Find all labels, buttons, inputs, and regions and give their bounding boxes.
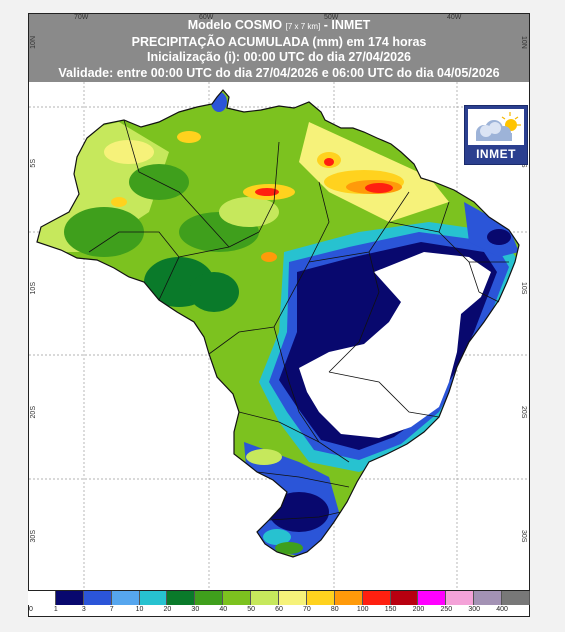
legend-label: 200	[412, 606, 425, 613]
legend-swatch	[446, 591, 475, 605]
legend-label: 100	[356, 606, 369, 613]
legend-swatch	[362, 591, 391, 605]
legend-label: 60	[275, 606, 283, 613]
grid-label-left: 10N	[30, 36, 37, 49]
cloud-sun-icon	[468, 109, 524, 145]
legend-swatch	[83, 591, 112, 605]
validity-text: Validade: entre 00:00 UTC do dia 27/04/2…	[58, 65, 500, 80]
legend-label: 70	[302, 606, 311, 613]
legend-swatch	[390, 591, 419, 605]
precipitation-map	[29, 82, 529, 590]
grid-label-top: 60W	[199, 14, 214, 21]
product-title: PRECIPITAÇÃO ACUMULADA (mm) em 174 horas	[131, 34, 427, 49]
legend-label: 3	[81, 606, 86, 613]
legend-swatch	[418, 591, 447, 605]
legend-swatch	[474, 591, 503, 605]
legend-label: 40	[219, 606, 228, 613]
legend-label: 20	[163, 606, 172, 613]
model-title: Modelo COSMO [7 x 7 km] - INMET	[187, 18, 371, 32]
color-legend	[28, 590, 531, 605]
grid-label-top: 50W	[324, 14, 339, 21]
legend-swatch	[28, 591, 56, 605]
legend-label: 80	[330, 606, 339, 613]
legend-label: 1	[53, 606, 58, 613]
legend-swatch	[195, 591, 224, 605]
legend-label: 400	[496, 606, 508, 613]
grid-label-right: 10N	[520, 36, 527, 49]
grid-label-right: 20S	[520, 406, 527, 419]
legend-swatch	[306, 591, 335, 605]
inmet-logo: INMET	[464, 105, 528, 165]
legend-swatch	[111, 591, 140, 605]
legend-label: 0	[29, 606, 33, 613]
legend-label: 50	[247, 606, 256, 613]
legend-swatch	[139, 591, 168, 605]
legend-label: 150	[384, 606, 397, 613]
legend-swatch	[251, 591, 280, 605]
legend-label: 10	[135, 606, 144, 613]
map-frame: Modelo COSMO [7 x 7 km] - INMET PRECIPIT…	[28, 13, 530, 617]
map-header: Modelo COSMO [7 x 7 km] - INMET PRECIPIT…	[29, 14, 529, 82]
legend-label: 300	[468, 606, 481, 613]
legend-swatch	[279, 591, 307, 605]
legend-label: 30	[191, 606, 200, 613]
legend-label: 7	[109, 606, 114, 613]
legend-swatch	[502, 591, 531, 605]
grid-label-top: 70W	[74, 14, 89, 21]
legend-swatch	[334, 591, 363, 605]
brazil-outline	[36, 89, 520, 558]
grid-label-right: 30S	[520, 530, 527, 543]
legend-labels: 0 1 3 7 10 20 30 40 50 60 70 80 100 150 200 250 300 400	[28, 605, 530, 617]
grid-label-top: 40W	[447, 14, 462, 21]
initialization-text: Inicialização (i): 00:00 UTC do dia 27/0…	[147, 50, 411, 64]
legend-swatch	[55, 591, 84, 605]
legend-swatch	[167, 591, 196, 605]
legend-label: 250	[440, 606, 453, 613]
grid-label-right: 10S	[520, 282, 527, 295]
logo-text: INMET	[476, 147, 516, 161]
legend-swatch	[223, 591, 252, 605]
